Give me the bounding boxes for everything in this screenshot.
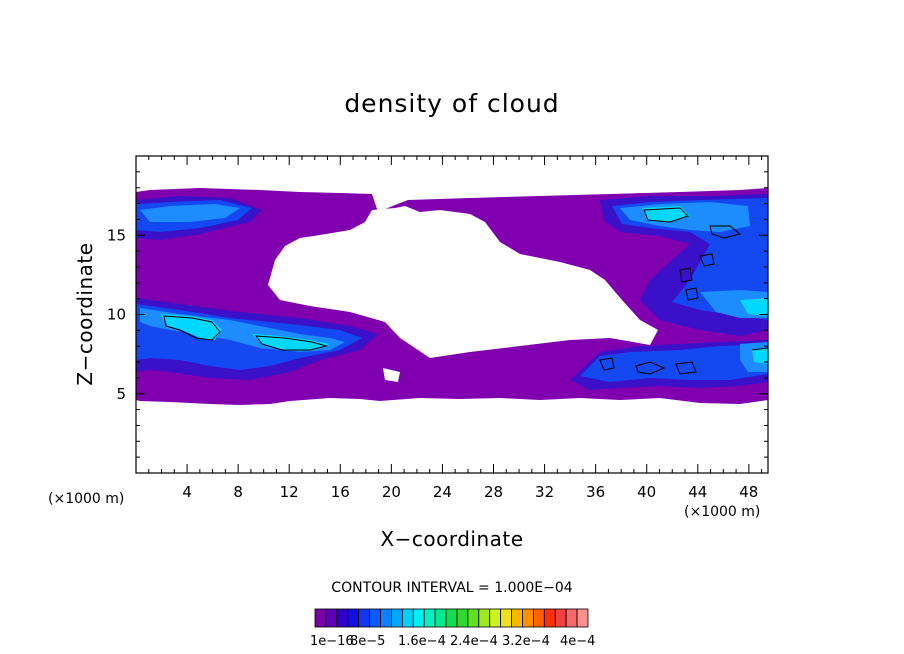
colorbar-swatch [412,608,425,628]
band-level-3 [580,344,768,382]
y-tick-label: 15 [107,226,126,244]
contour-lines [163,207,768,375]
x-tick-label: 24 [433,483,452,501]
x-tick-label: 8 [233,483,243,501]
y-unit-label: (×1000 m) [48,491,124,507]
band-level-4 [140,204,240,222]
contour-interval-label: CONTOUR INTERVAL = 1.000E−04 [331,580,572,596]
colorbar-swatch [478,608,491,628]
cloud-free-gap [268,206,658,358]
x-tick-label: 4 [182,483,192,501]
colorbar-swatch [543,608,556,628]
axis-ticks [136,156,768,473]
contour-field [136,188,768,405]
core-level-5 [642,206,690,222]
core-level-5 [252,334,330,350]
x-tick-label: 28 [484,483,503,501]
colorbar-swatch [533,608,545,628]
chart-title: density of cloud [344,89,559,118]
colorbar-label: 3.2e−4 [502,634,550,649]
colorbar [314,608,589,628]
colorbar-swatch [456,608,469,628]
colorbar-swatch [423,608,436,628]
core-level-5 [740,298,768,316]
colorbar-swatch [401,608,414,628]
cloud-free-gap [383,368,400,382]
colorbar-swatch [347,608,360,628]
colorbar-swatch [434,608,447,628]
colorbar-swatch [554,608,567,628]
y-tick-label: 10 [107,306,126,324]
colorbar-swatch [325,608,338,628]
colorbar-swatch [336,608,349,628]
colorbar-swatch [369,608,381,628]
colorbar-label: 8e−5 [350,634,385,649]
y-tick-labels: 5 10 15 [107,226,126,402]
colorbar-label: 1.6e−4 [398,634,446,649]
colorbar-swatch [511,608,523,628]
x-tick-label: 40 [637,483,656,501]
colorbar-swatch [391,608,403,628]
colorbar-label: 1e−16 [310,634,354,649]
colorbar-labels: 1e−16 8e−5 1.6e−4 2.4e−4 3.2e−4 4e−4 [310,634,595,649]
x-axis-label: X−coordinate [380,527,523,551]
colorbar-swatch [467,608,480,628]
x-tick-label: 48 [739,483,758,501]
x-tick-label: 44 [688,483,707,501]
y-tick-label: 5 [116,385,126,403]
x-tick-label: 36 [586,483,605,501]
x-tick-label: 20 [382,483,401,501]
colorbar-label: 2.4e−4 [450,634,498,649]
colorbar-swatch [380,608,392,628]
colorbar-swatch [445,608,458,628]
colorbar-swatch [576,608,589,628]
x-tick-label: 16 [331,483,350,501]
y-axis-label: Z−coordinate [73,242,97,385]
x-unit-label: (×1000 m) [684,504,760,520]
colorbar-swatch [500,608,512,628]
colorbar-swatch [522,608,534,628]
colorbar-label: 4e−4 [560,634,595,649]
core-level-5 [752,348,768,364]
colorbar-swatch [314,608,327,628]
colorbar-swatch [565,608,578,628]
colorbar-swatch [489,608,502,628]
x-tick-label: 12 [280,483,299,501]
colorbar-swatch [358,608,370,628]
x-tick-labels: 4 8 12 16 20 24 28 32 36 40 44 48 [182,483,758,501]
x-tick-label: 32 [535,483,554,501]
